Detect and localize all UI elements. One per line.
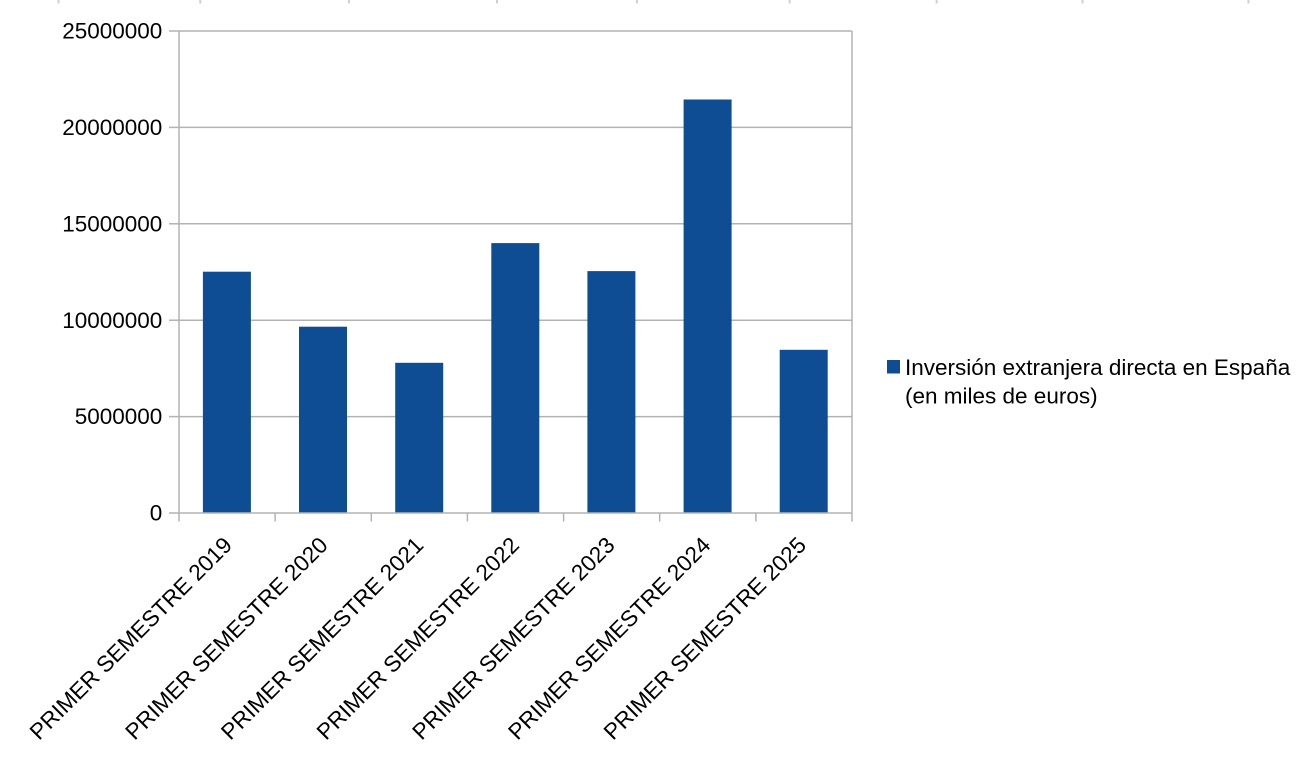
svg-text:Inversión extranjera directa e: Inversión extranjera directa en España <box>905 355 1291 380</box>
svg-text:10000000: 10000000 <box>62 308 162 333</box>
svg-text:15000000: 15000000 <box>62 211 162 236</box>
svg-text:25000000: 25000000 <box>62 19 162 44</box>
svg-text:20000000: 20000000 <box>62 115 162 140</box>
svg-text:(en miles de euros): (en miles de euros) <box>905 383 1098 408</box>
svg-text:5000000: 5000000 <box>75 404 163 429</box>
svg-text:0: 0 <box>150 501 163 526</box>
